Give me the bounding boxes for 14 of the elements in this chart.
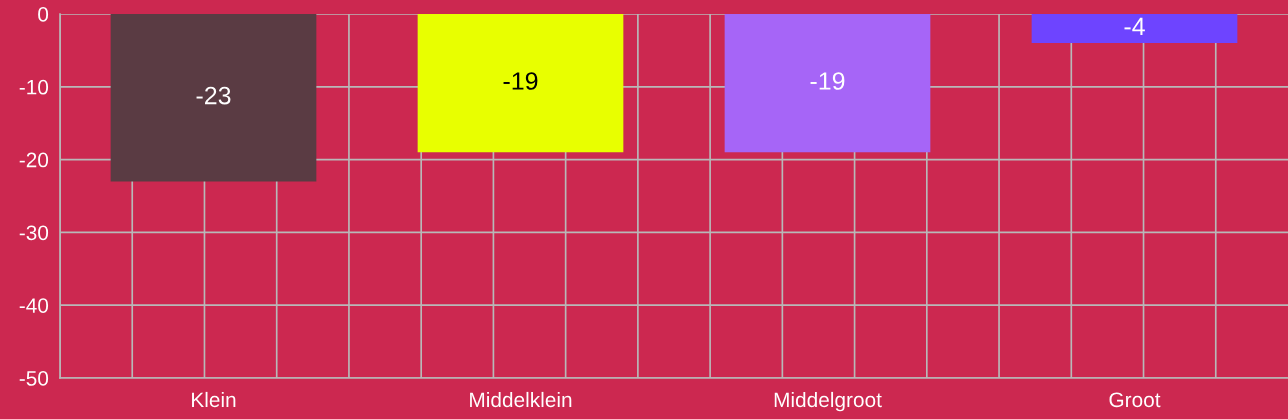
y-tick-label: -40 — [19, 298, 49, 313]
x-tick-label: Groot — [1109, 392, 1161, 408]
x-tick-label: Middelgroot — [774, 391, 882, 412]
data-label: -19 — [810, 72, 845, 90]
data-label: -23 — [196, 86, 231, 105]
y-tick-label: -20 — [19, 152, 49, 168]
x-tick-label: Klein — [192, 391, 236, 408]
data-label: -4 — [1124, 17, 1145, 36]
data-label: -19 — [503, 72, 538, 90]
y-tick-label: -50 — [19, 371, 49, 386]
y-tick-label: 0 — [38, 7, 49, 22]
y-tick-label: -10 — [19, 79, 49, 95]
y-tick-label: -30 — [19, 225, 49, 241]
x-tick-label: Middelklein — [470, 391, 572, 408]
